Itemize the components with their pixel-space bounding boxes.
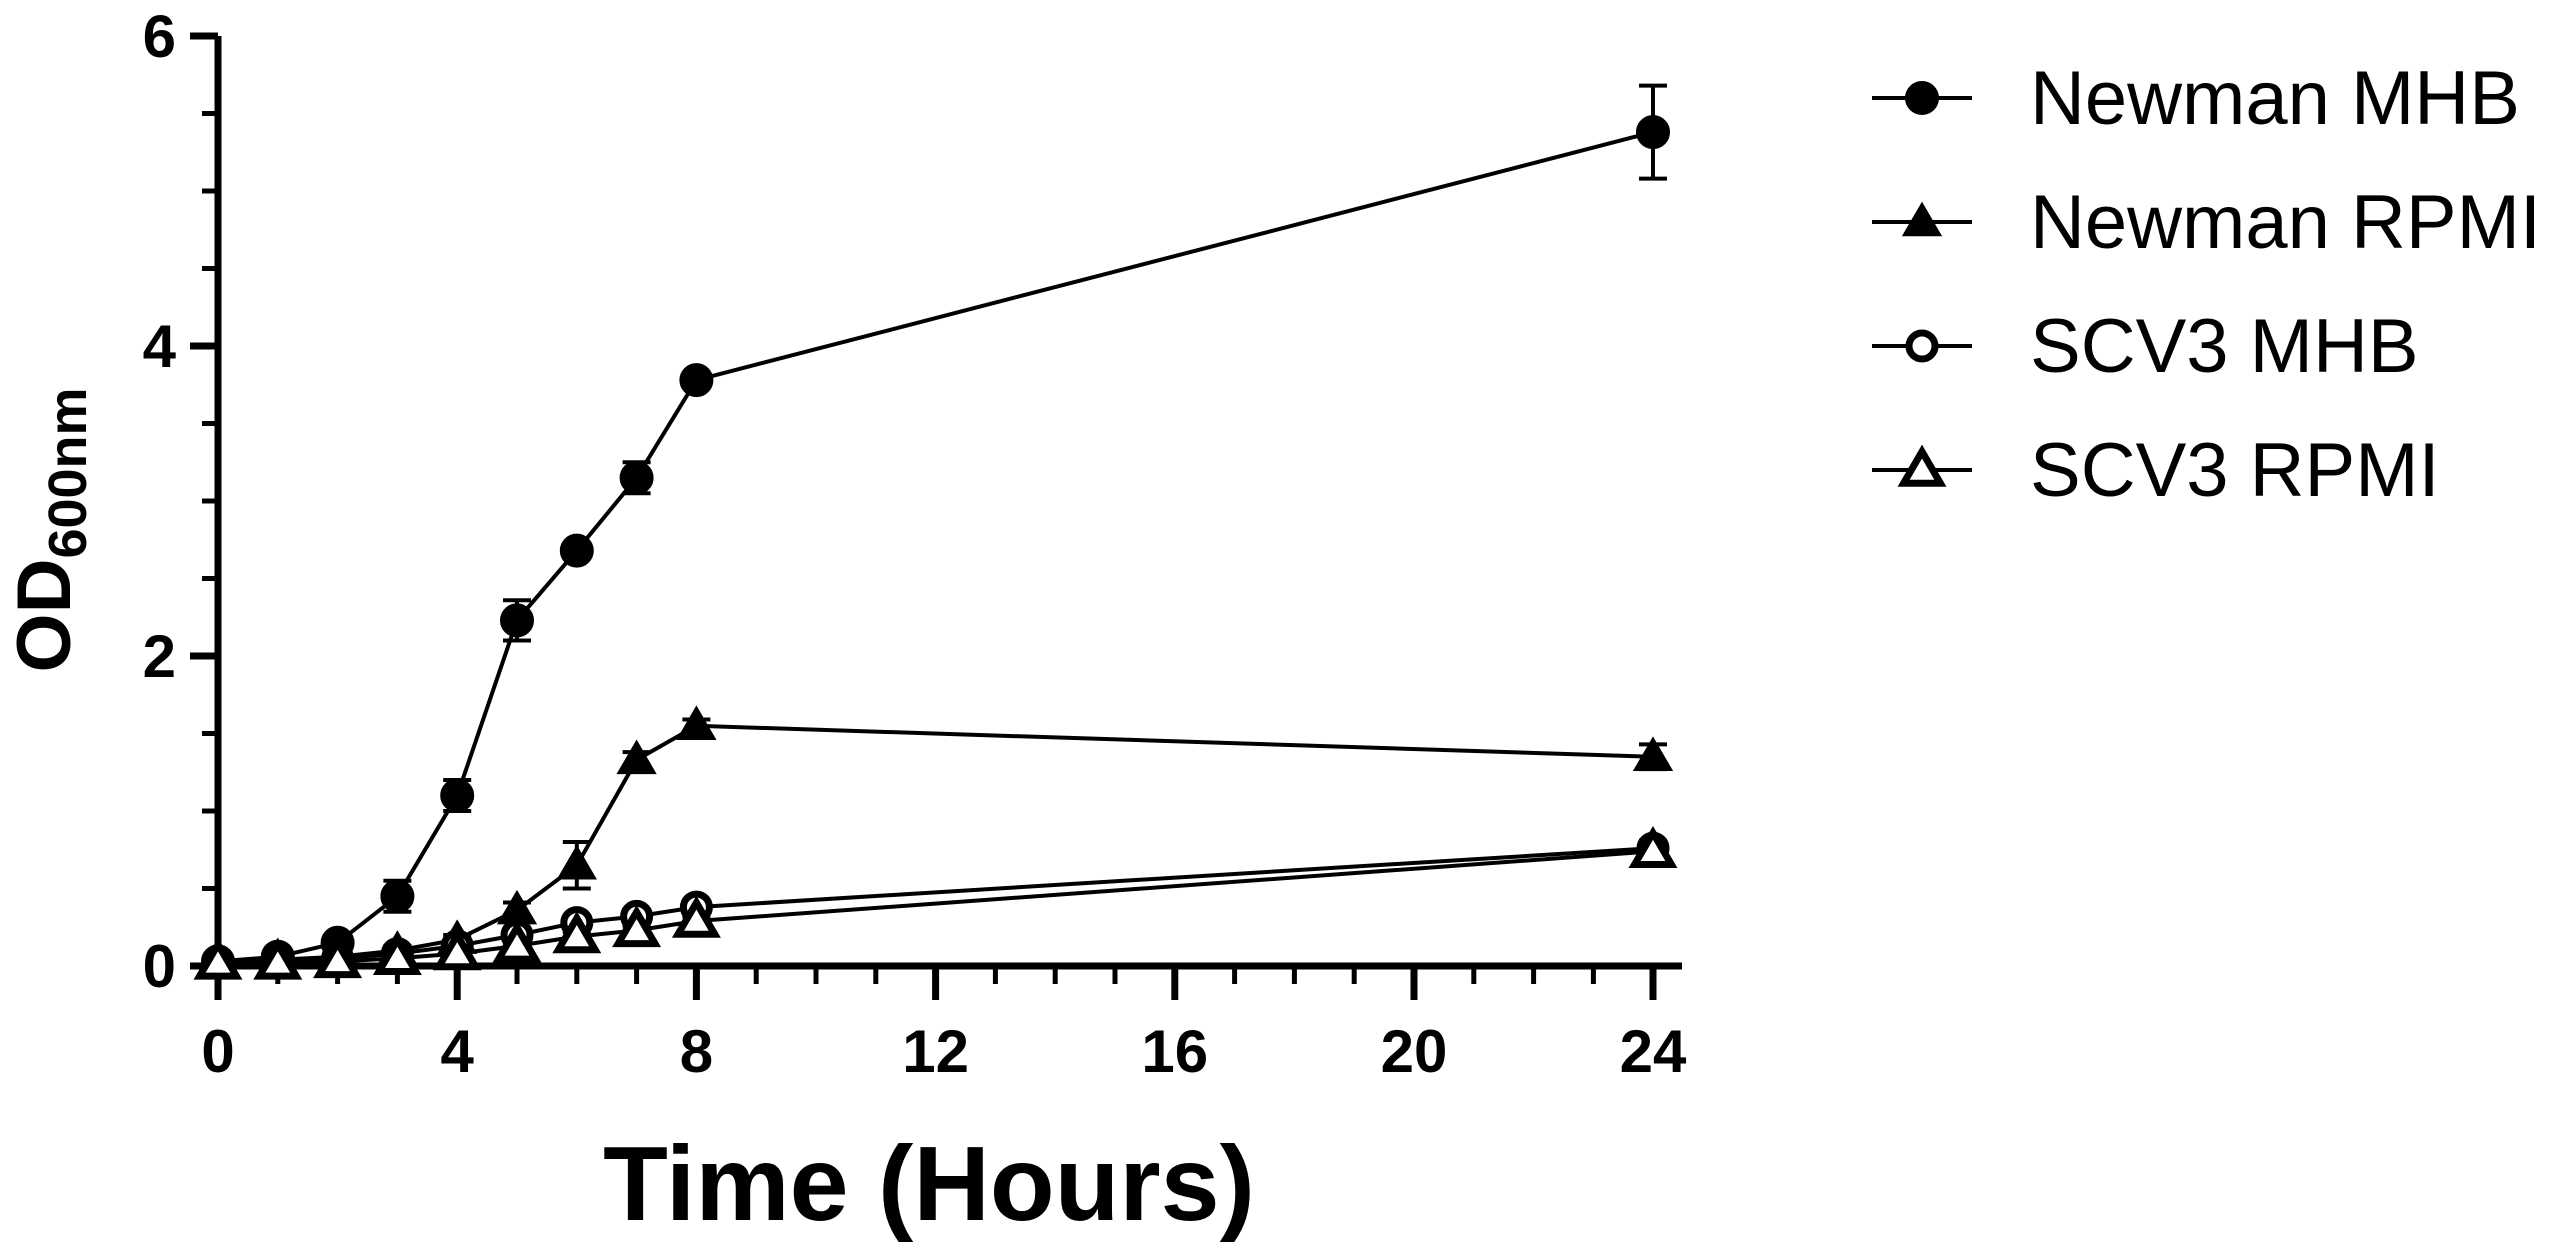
series-scv3-rpmi: [193, 825, 1678, 980]
data-point-newman-mhb: [380, 879, 415, 914]
series-layer: [193, 83, 1678, 980]
y-tick-label: 6: [143, 3, 176, 70]
legend-label: SCV3 RPMI: [2030, 428, 2440, 513]
legend-label: Newman RPMI: [2030, 180, 2541, 265]
legend-marker: [1905, 329, 1939, 363]
data-point-newman-rpmi: [556, 844, 597, 880]
x-tick-label: 12: [902, 1018, 969, 1085]
x-tick-label: 0: [201, 1018, 234, 1085]
data-point-newman-mhb: [619, 460, 654, 495]
x-tick-label: 8: [680, 1018, 713, 1085]
legend-item-scv3-rpmi: SCV3 RPMI: [1872, 428, 2440, 513]
legend-item-newman-mhb: Newman MHB: [1872, 56, 2520, 141]
data-point-scv3-rpmi: [253, 937, 303, 980]
data-point-scv3-rpmi: [372, 932, 422, 975]
legend-marker: [1901, 201, 1943, 237]
data-point-scv3-rpmi: [313, 936, 363, 979]
series-line-newman-rpmi: [217, 723, 1654, 965]
data-point-newman-mhb: [559, 533, 594, 568]
y-tick-label: 4: [143, 313, 177, 380]
y-tick-label: 2: [143, 623, 176, 690]
data-point-newman-rpmi: [676, 705, 717, 740]
data-point-newman-mhb: [679, 363, 714, 398]
legend-item-newman-rpmi: Newman RPMI: [1872, 180, 2541, 265]
y-axis-title-main: OD: [2, 559, 87, 673]
data-point-newman-mhb: [440, 778, 475, 813]
data-point-scv3-rpmi: [432, 928, 482, 971]
series-line-scv3-rpmi: [218, 849, 1654, 965]
series-newman-mhb: [201, 83, 1670, 979]
y-axis-title-subscript: 600nm: [38, 387, 98, 558]
legend-item-scv3-mhb: SCV3 MHB: [1872, 304, 2419, 389]
data-point-newman-rpmi: [616, 739, 657, 775]
series-line-scv3-mhb: [217, 846, 1654, 965]
y-axis-title: OD600nm: [2, 387, 98, 672]
y-tick-label: 0: [143, 933, 176, 1000]
series-line-newman-mhb: [217, 130, 1654, 964]
legend-marker: [1897, 444, 1947, 487]
data-point-scv3-rpmi: [671, 895, 721, 938]
data-point-scv3-rpmi: [492, 920, 542, 963]
data-point-scv3-rpmi: [612, 905, 662, 948]
legend-label: Newman MHB: [2030, 56, 2520, 141]
data-point-newman-mhb: [500, 603, 534, 638]
x-axis-title: Time (Hours): [603, 1125, 1255, 1243]
legend-label: SCV3 MHB: [2030, 304, 2419, 389]
x-tick-label: 24: [1620, 1018, 1687, 1085]
x-tick-label: 20: [1381, 1018, 1448, 1085]
x-tick-label: 16: [1141, 1018, 1208, 1085]
data-point-scv3-rpmi: [552, 911, 602, 954]
data-point-scv3-rpmi: [1628, 825, 1678, 868]
legend-marker: [1905, 81, 1939, 115]
series-newman-rpmi: [197, 705, 1674, 978]
data-point-scv3-rpmi: [193, 937, 243, 980]
legend: Newman MHB Newman RPMI SCV3 MHB SCV3 RPMI: [1872, 56, 2541, 513]
x-tick-label: 4: [441, 1018, 475, 1085]
data-point-newman-rpmi: [1632, 736, 1674, 771]
data-point-newman-mhb: [1636, 115, 1670, 150]
